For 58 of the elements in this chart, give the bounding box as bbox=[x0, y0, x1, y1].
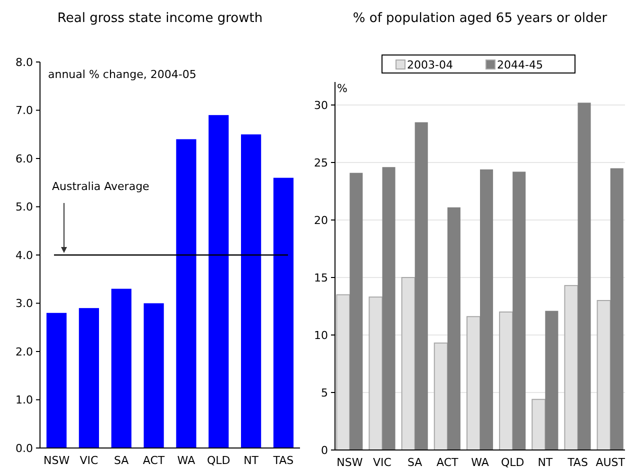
x-tick-label: QLD bbox=[500, 456, 524, 469]
y-tick-label: 6.0 bbox=[16, 152, 33, 166]
bar bbox=[545, 310, 558, 450]
y-tick-label: 15 bbox=[314, 271, 328, 284]
x-tick-label: TAS bbox=[566, 456, 588, 469]
bar bbox=[610, 168, 624, 450]
x-tick-label: ACT bbox=[142, 454, 165, 467]
ref-line-label: Australia Average bbox=[52, 180, 150, 193]
x-tick-label: TAS bbox=[272, 454, 294, 467]
y-tick-label: 4.0 bbox=[16, 248, 33, 262]
y-tick-label: 3.0 bbox=[16, 297, 33, 310]
bar bbox=[78, 308, 100, 448]
y-tick-label: 10 bbox=[314, 328, 328, 342]
x-tick-label: VIC bbox=[373, 456, 392, 469]
bar bbox=[447, 207, 460, 450]
bar bbox=[512, 172, 526, 450]
bar bbox=[241, 134, 262, 448]
bar bbox=[46, 312, 67, 448]
bar bbox=[208, 115, 229, 448]
x-tick-label: VIC bbox=[80, 454, 98, 467]
x-tick-label: QLD bbox=[206, 454, 230, 467]
bar bbox=[176, 139, 196, 448]
bar bbox=[480, 169, 494, 450]
legend-label: 2003-04 bbox=[407, 58, 453, 72]
annotation: annual % change, 2004-05 bbox=[48, 68, 196, 81]
y-tick-label: 25 bbox=[314, 156, 328, 170]
y-tick-label: 2.0 bbox=[16, 345, 33, 358]
x-tick-label: AUST bbox=[596, 456, 626, 469]
bar bbox=[382, 167, 396, 450]
x-tick-label: SA bbox=[407, 456, 423, 469]
bar bbox=[532, 398, 546, 450]
y-tick-label: 5.0 bbox=[16, 200, 33, 214]
bar bbox=[350, 172, 363, 450]
y-tick-label: 0 bbox=[321, 444, 328, 457]
y-tick-label: 30 bbox=[314, 98, 328, 112]
chart-title: Real gross state income growth bbox=[57, 11, 263, 26]
x-tick-label: NT bbox=[244, 454, 259, 467]
legend-label: 2044-45 bbox=[497, 58, 543, 72]
y-tick-label: 7.0 bbox=[16, 104, 33, 118]
y-tick-label: 1.0 bbox=[16, 394, 33, 407]
bar bbox=[111, 288, 132, 448]
x-tick-label: NSW bbox=[336, 456, 363, 469]
bar bbox=[578, 102, 591, 450]
x-tick-label: SA bbox=[114, 454, 130, 467]
chart-title: % of population aged 65 years or older bbox=[352, 11, 608, 26]
y-tick-label: 0.0 bbox=[16, 442, 33, 455]
y-tick-label: 8.0 bbox=[16, 56, 33, 69]
y-axis-title: % bbox=[337, 82, 348, 95]
x-tick-label: WA bbox=[471, 456, 490, 469]
bar bbox=[414, 122, 428, 450]
x-tick-label: ACT bbox=[436, 456, 459, 469]
y-tick-label: 5 bbox=[321, 386, 328, 400]
x-tick-label: NT bbox=[538, 456, 553, 469]
y-tick-label: 20 bbox=[314, 214, 328, 227]
x-tick-label: NSW bbox=[43, 454, 70, 467]
bar bbox=[144, 303, 164, 448]
bar bbox=[273, 178, 294, 448]
x-tick-label: WA bbox=[177, 454, 196, 467]
